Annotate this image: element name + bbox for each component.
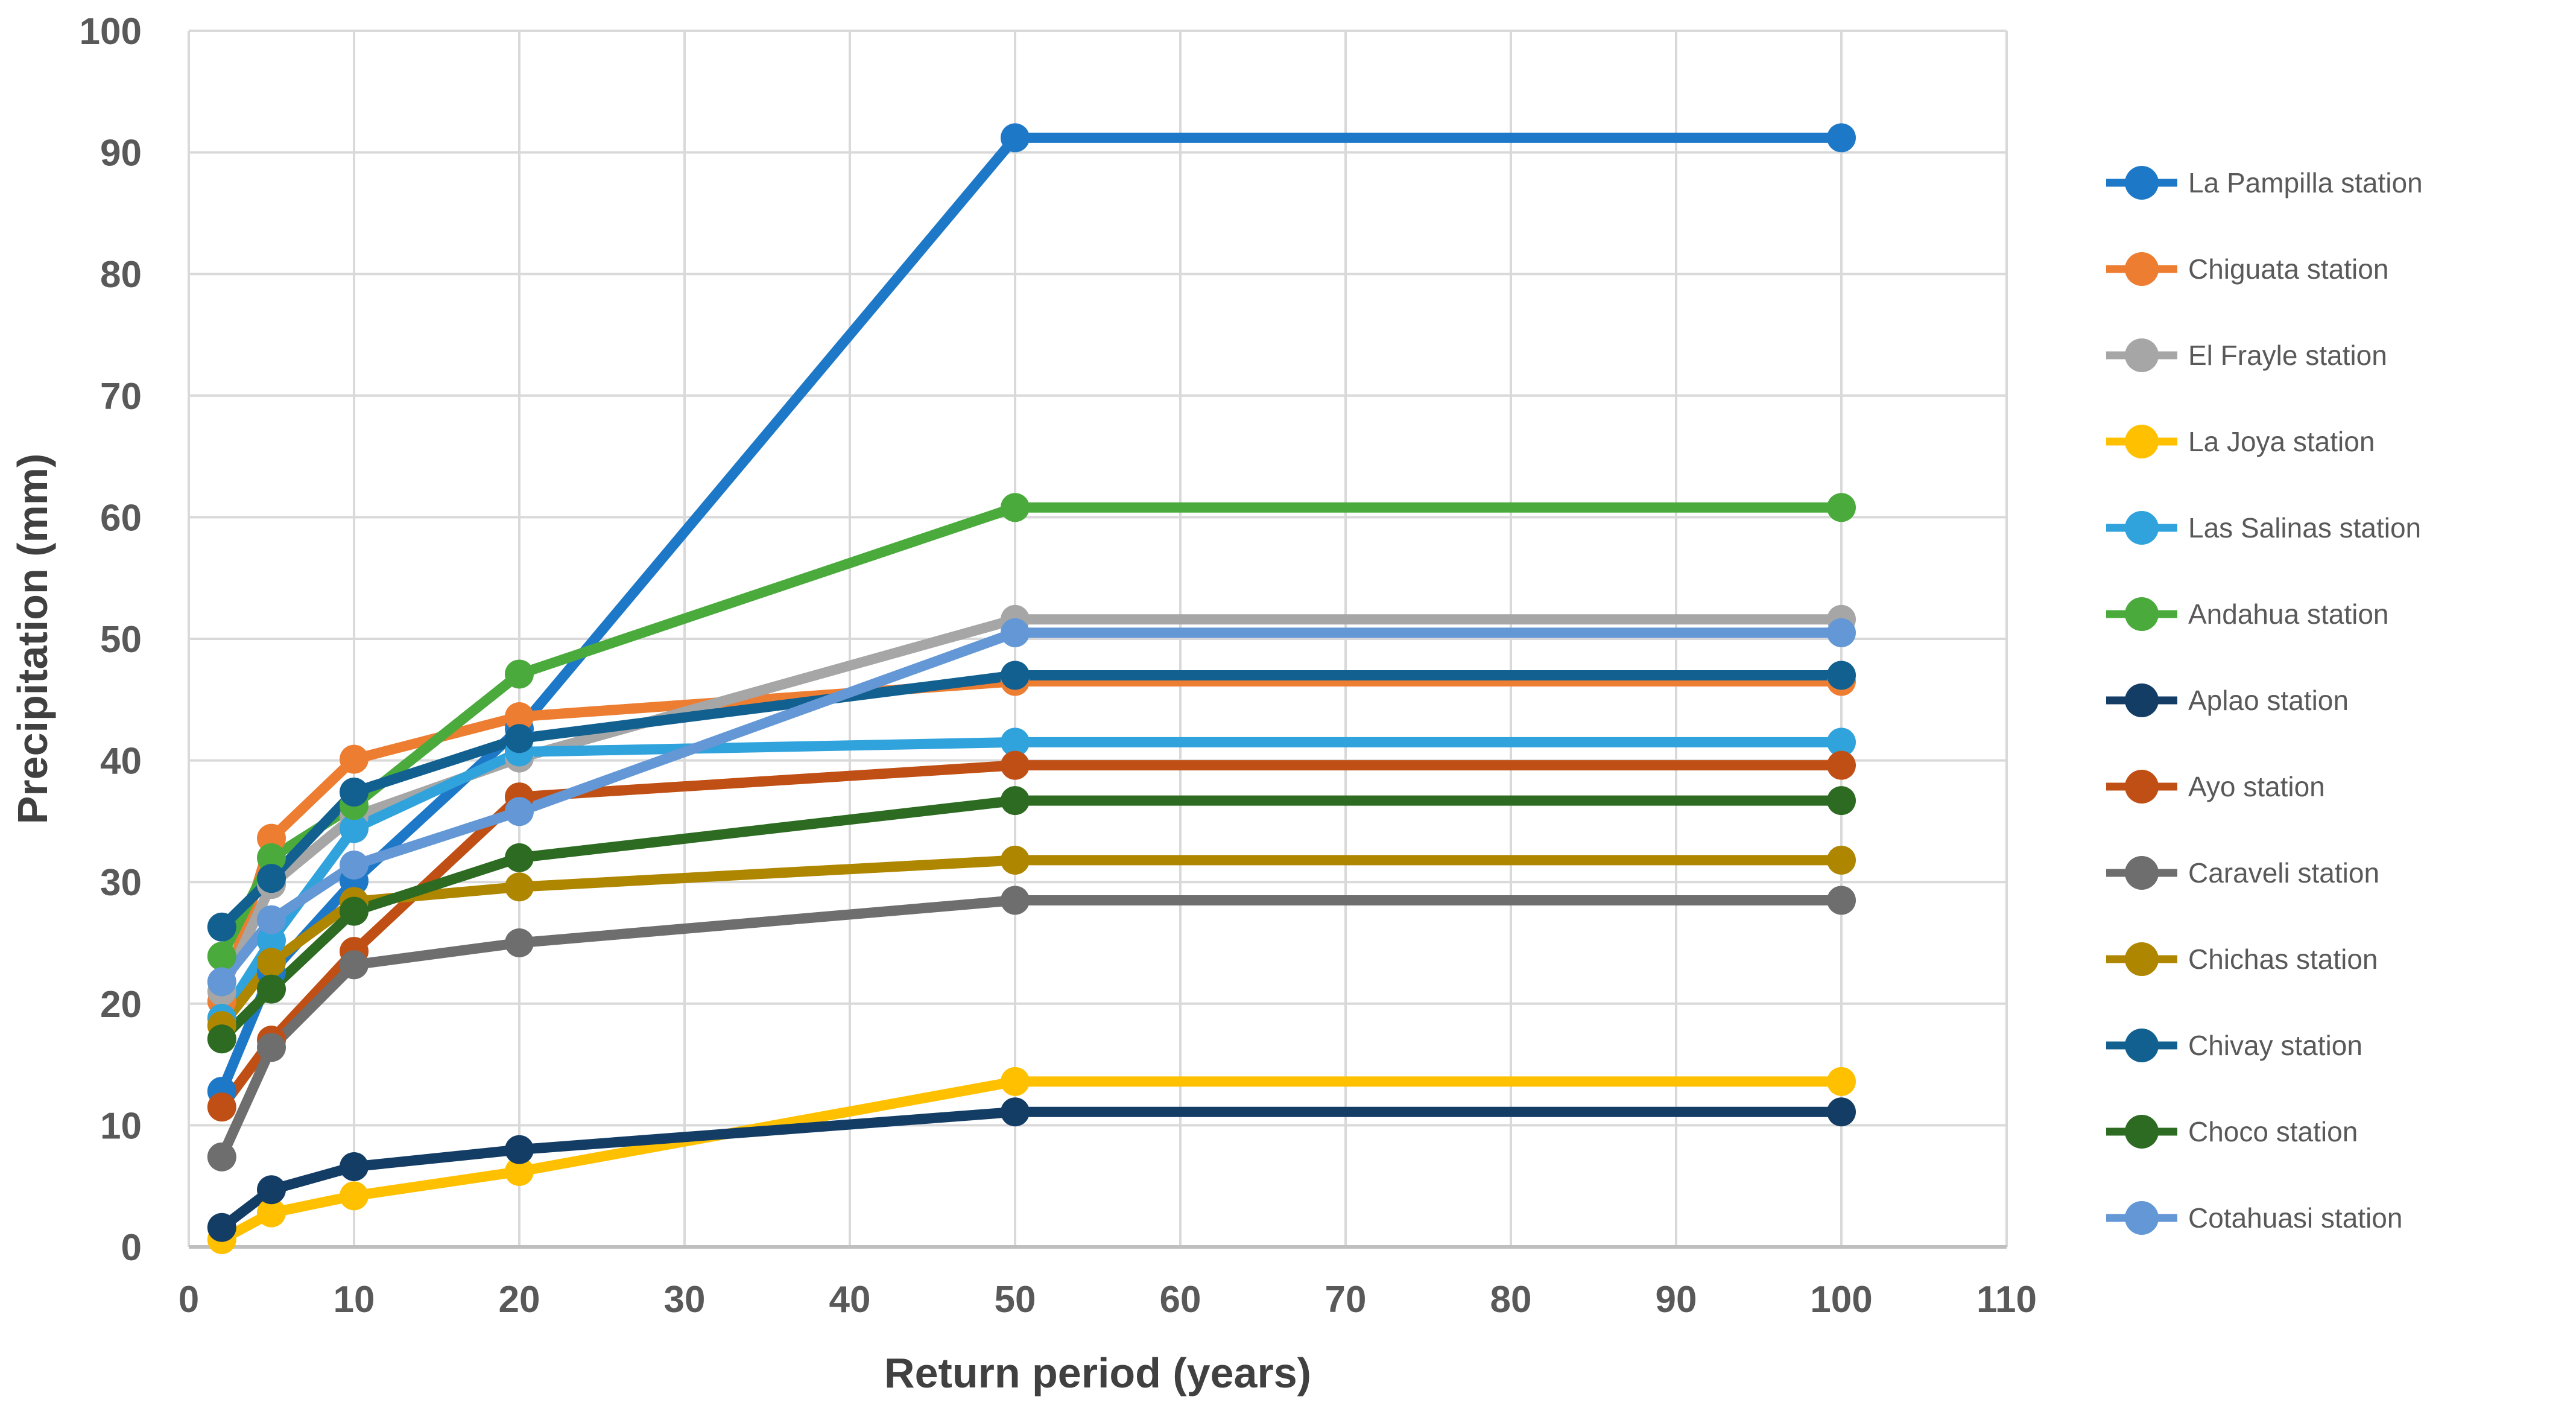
- y-tick-label: 100: [80, 11, 142, 52]
- data-point: [207, 1024, 236, 1054]
- data-point: [1001, 661, 1030, 690]
- data-point: [505, 843, 534, 872]
- data-point: [207, 912, 236, 942]
- data-point: [257, 864, 286, 893]
- data-point: [1827, 661, 1856, 690]
- x-tick-label: 50: [995, 1279, 1036, 1320]
- data-point: [340, 850, 369, 880]
- data-point: [207, 1213, 236, 1242]
- data-point: [1827, 750, 1856, 780]
- y-tick-label: 30: [100, 862, 142, 904]
- y-tick-label: 80: [100, 254, 142, 296]
- data-point: [1827, 618, 1856, 647]
- data-point: [1827, 1097, 1856, 1127]
- y-axis-title: Precipitation (mm): [9, 454, 56, 825]
- y-tick-label: 50: [100, 619, 142, 661]
- data-point: [505, 872, 534, 902]
- data-point: [207, 1142, 236, 1171]
- data-point: [340, 744, 369, 774]
- data-point: [1001, 493, 1030, 522]
- data-point: [1001, 1097, 1030, 1127]
- data-point: [1001, 845, 1030, 875]
- series-line-aplao-station: [218, 1106, 1841, 1232]
- data-point: [1827, 123, 1856, 153]
- data-point: [1001, 728, 1030, 757]
- x-tick-label: 30: [664, 1279, 706, 1320]
- x-axis-title: Return period (years): [884, 1349, 1311, 1397]
- data-point: [207, 967, 236, 997]
- y-tick-label: 40: [100, 741, 142, 782]
- series-line-chichas-station: [218, 855, 1841, 1029]
- data-point: [340, 1152, 369, 1181]
- series-line-la-joya-station: [219, 1076, 1841, 1244]
- data-point: [340, 814, 369, 843]
- data-point: [505, 797, 534, 826]
- series-line-caraveli-station: [217, 895, 1841, 1159]
- data-point: [340, 778, 369, 807]
- x-tick-label: 10: [334, 1279, 375, 1320]
- data-point: [1001, 618, 1030, 647]
- data-point: [1827, 493, 1856, 522]
- y-tick-label: 90: [100, 133, 142, 174]
- y-axis-tick-labels: 0 10 20 30 40 50 60 70 80 90 100: [80, 11, 142, 1269]
- data-point: [1001, 123, 1030, 153]
- x-tick-label: 100: [1810, 1279, 1872, 1320]
- data-point: [505, 1135, 534, 1164]
- series-lines: [217, 132, 1841, 1244]
- data-point: [1827, 1067, 1856, 1096]
- x-tick-label: 70: [1325, 1279, 1367, 1320]
- data-point: [257, 1175, 286, 1205]
- x-tick-label: 90: [1656, 1279, 1697, 1320]
- data-point: [257, 905, 286, 934]
- data-point: [1827, 786, 1856, 816]
- y-tick-label: 20: [100, 984, 142, 1026]
- data-point: [505, 928, 534, 957]
- data-point: [505, 659, 534, 689]
- data-point: [257, 1198, 286, 1228]
- data-point: [1001, 750, 1030, 780]
- data-point: [257, 948, 286, 977]
- x-tick-label: 0: [179, 1279, 199, 1320]
- gridlines: [188, 30, 2008, 1248]
- x-tick-label: 110: [1976, 1279, 2037, 1320]
- x-tick-label: 60: [1160, 1279, 1201, 1320]
- data-point: [207, 1092, 236, 1122]
- data-point: [1827, 728, 1856, 757]
- data-point: [505, 724, 534, 753]
- y-tick-label: 60: [100, 497, 142, 539]
- data-point: [207, 942, 236, 971]
- data-point: [340, 950, 369, 980]
- data-point: [1001, 886, 1030, 915]
- data-point: [1001, 786, 1030, 816]
- data-point: [505, 702, 534, 732]
- data-point: [340, 896, 369, 926]
- data-point: [1827, 845, 1856, 875]
- x-tick-label: 80: [1490, 1279, 1532, 1320]
- x-tick-label: 40: [829, 1279, 871, 1320]
- data-point: [1827, 886, 1856, 915]
- y-tick-label: 0: [121, 1227, 142, 1269]
- x-axis-tick-labels: 0 10 20 30 40 50 60 70 80 90 100 110: [179, 1279, 2037, 1320]
- data-point: [257, 974, 286, 1004]
- data-point: [257, 843, 286, 872]
- data-point: [505, 1157, 534, 1187]
- series-markers: [207, 123, 1856, 1254]
- y-tick-label: 10: [100, 1105, 142, 1147]
- series-line-ayo-station: [217, 760, 1841, 1111]
- data-point: [340, 1181, 369, 1211]
- y-tick-label: 70: [100, 376, 142, 417]
- data-point: [1001, 1067, 1030, 1096]
- data-point: [257, 1033, 286, 1062]
- x-tick-label: 20: [499, 1279, 540, 1320]
- data-point: [257, 925, 286, 955]
